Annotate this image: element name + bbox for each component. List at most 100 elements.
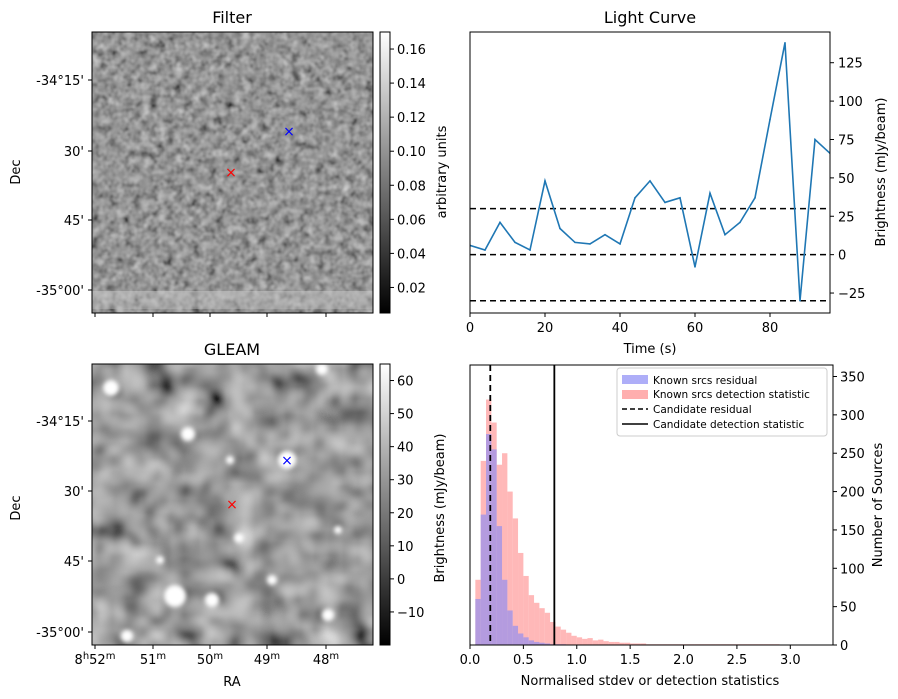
histogram-bar-residual: [502, 579, 508, 645]
lightcurve-point: [484, 249, 486, 251]
histogram-bar-detection: [528, 595, 535, 645]
filter-ytick-label: -35°00': [36, 284, 84, 299]
histogram-bar-detection: [587, 638, 593, 645]
histogram-bar-detection: [630, 643, 636, 645]
histogram-xlabel: Normalised stdev or detection statistics: [521, 674, 780, 689]
histogram-ytick-label: 100: [840, 562, 865, 577]
histogram-bar-residual: [523, 637, 529, 645]
histogram-bar-residual: [480, 514, 487, 645]
gleam-xtick-label: 8h52m: [75, 651, 116, 668]
lightcurve-point: [574, 241, 576, 244]
lightcurve-plot-area: [470, 41, 830, 302]
histogram-xtick-label: 0.0: [460, 653, 481, 668]
lightcurve-point: [619, 243, 621, 245]
lightcurve-point: [604, 233, 606, 236]
lightcurve-point: [634, 197, 636, 199]
filter-colorbar-label: arbitrary units: [435, 125, 450, 218]
gleam-yticks: -34°15' 30' 45' -35°00': [36, 415, 92, 641]
gleam-xtick-label: 49m: [254, 651, 280, 668]
histogram-bar-residual: [534, 641, 540, 645]
filter-colorbar-tick-label: 0.06: [397, 213, 426, 228]
gleam-ytick-label: 30': [64, 485, 84, 500]
lightcurve-point: [799, 299, 801, 302]
filter-colorbar-ticks: 0.02 0.04 0.06 0.08 0.10 0.12 0.14 0.16: [390, 43, 426, 296]
lightcurve-point: [769, 118, 771, 121]
filter-colorbar-tick-label: 0.08: [397, 179, 426, 194]
histogram-panel: 0.0 0.5 1.0 1.5 2.0 2.5 3.0 0 50 100 150 200 250 300…: [460, 364, 886, 689]
histogram-bar-detection: [523, 575, 529, 645]
lightcurve-point: [649, 180, 651, 182]
histogram-bar-detection: [544, 612, 551, 645]
filter-ylabel: Dec: [9, 159, 24, 184]
gleam-ytick-label: -34°15': [36, 415, 84, 430]
lightcurve-ylabel: Brightness (mJy/beam): [874, 98, 889, 247]
histogram-ytick-label: 50: [840, 601, 857, 616]
gleam-title: GLEAM: [204, 340, 260, 359]
histogram-bar-detection: [512, 518, 519, 645]
histogram-bar-residual: [539, 642, 545, 645]
histogram-yticks: 0 50 100 150 200 250 300 350: [833, 371, 865, 654]
histogram-xtick-label: 2.0: [673, 653, 694, 668]
gleam-xlabel: RA: [223, 675, 241, 690]
filter-colorbar-tick-label: 0.10: [397, 145, 426, 160]
histogram-bar-detection: [550, 621, 556, 645]
lightcurve-point: [529, 249, 531, 251]
gleam-colorbar-tick-label: 40: [397, 441, 414, 456]
gleam-colorbar: [379, 363, 391, 646]
lightcurve-ytick-label: 100: [838, 95, 863, 110]
lightcurve-xtick-label: 60: [687, 321, 704, 336]
lightcurve-xticks: 0 20 40 60 80: [466, 313, 778, 336]
gleam-xtick-label: 50m: [197, 651, 223, 668]
histogram-ylabel: Number of Sources: [871, 443, 886, 568]
histogram-bar-residual: [491, 449, 497, 645]
histogram-ytick-label: 350: [840, 371, 865, 386]
histogram-bar-detection: [603, 641, 609, 645]
lightcurve-series-line: [470, 42, 830, 301]
gleam-colorbar-label: Brightness (mJy/beam): [433, 434, 448, 583]
lightcurve-point: [589, 243, 591, 245]
histogram-bar-detection: [619, 642, 625, 645]
lightcurve-point: [754, 197, 756, 199]
gleam-colorbar-tick-label: −10: [397, 606, 424, 621]
histogram-bar-residual: [512, 625, 519, 645]
histogram-bar-detection: [539, 608, 545, 645]
legend-label-residual: Known srcs residual: [653, 375, 757, 387]
gleam-panel: GLEAM × × Dec -34°15' 30': [9, 340, 448, 690]
filter-yticks: -34°15' 30' 45' -35°00': [36, 74, 92, 299]
lightcurve-point: [709, 192, 711, 195]
lightcurve-title: Light Curve: [604, 8, 696, 27]
filter-title: Filter: [212, 8, 252, 27]
lightcurve-point: [559, 227, 561, 230]
histogram-ytick-label: 0: [840, 639, 848, 654]
lightcurve-point: [544, 180, 546, 182]
lightcurve-point: [694, 266, 696, 268]
histogram-bar-detection: [608, 641, 615, 645]
histogram-ytick-label: 250: [840, 447, 865, 462]
gleam-colorbar-tick-label: 10: [397, 540, 414, 555]
histogram-bar-detection: [640, 643, 647, 645]
gleam-ytick-label: -35°00': [36, 626, 84, 641]
gleam-image: [92, 363, 373, 645]
histogram-xtick-label: 3.0: [780, 653, 801, 668]
filter-colorbar-tick-label: 0.14: [397, 77, 426, 92]
legend-swatch-residual: [622, 375, 648, 384]
gleam-colorbar-ticks: −10 0 10 20 30 40 50 60: [390, 375, 424, 621]
histogram-bar-residual: [496, 526, 503, 645]
histogram-bar-residual: [486, 434, 492, 645]
histogram-xtick-label: 1.5: [620, 653, 641, 668]
gleam-colorbar-tick-label: 30: [397, 474, 414, 489]
legend-swatch-detection: [622, 390, 648, 399]
lightcurve-yticks: −25 0 25 50 75 100 125: [830, 57, 865, 302]
histogram-xticks: 0.0 0.5 1.0 1.5 2.0 2.5 3.0: [460, 645, 801, 668]
histogram-bar-detection: [582, 638, 588, 645]
gleam-colorbar-tick-label: 20: [397, 507, 414, 522]
filter-colorbar-tick-label: 0.02: [397, 281, 426, 296]
lightcurve-panel: Light Curve 0 20 40 60 80 −25 0 25 50 75 100 125 T…: [466, 8, 889, 357]
histogram-bar-residual: [544, 643, 551, 645]
gleam-ylabel: Dec: [9, 495, 24, 520]
lightcurve-point: [784, 41, 786, 44]
histogram-bar-detection: [624, 642, 631, 645]
histogram-bar-residual: [518, 633, 524, 645]
filter-colorbar: [379, 31, 391, 314]
